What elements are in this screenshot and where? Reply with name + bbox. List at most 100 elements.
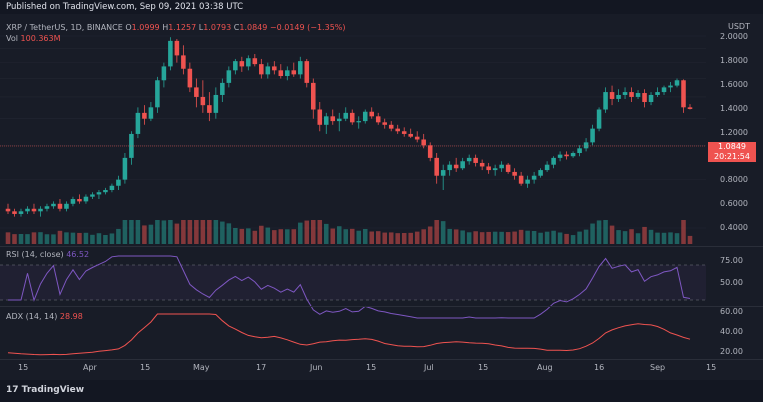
volume-bar	[518, 229, 524, 244]
pane-separator[interactable]	[0, 246, 763, 247]
volume-bar	[512, 231, 517, 244]
candle-body	[492, 168, 498, 171]
volume-bar	[200, 220, 206, 244]
volume-bar	[265, 227, 271, 244]
volume-bar	[505, 232, 511, 244]
volume-bar	[226, 223, 232, 244]
volume-bar	[629, 229, 634, 244]
candle-body	[252, 58, 258, 65]
price-tick: 0.4000	[720, 223, 748, 232]
candle-body	[408, 133, 413, 137]
candle-body	[655, 92, 660, 95]
candle-body	[648, 94, 654, 103]
volume-bar	[577, 231, 582, 244]
open-value: 1.0999	[131, 23, 160, 32]
volume-bar	[362, 228, 368, 244]
time-tick: 16	[594, 363, 605, 372]
symbol-name[interactable]: XRP / TetherUS, 1D, BINANCE	[6, 23, 123, 32]
rsi-value: 46.52	[66, 250, 90, 259]
candle-body	[116, 179, 121, 186]
candle-body	[460, 161, 465, 169]
candle-body	[57, 203, 63, 209]
volume-bar	[564, 233, 569, 244]
candle-body	[642, 93, 647, 103]
volume-bar	[285, 229, 290, 244]
candle-body	[233, 61, 238, 71]
volume-bar	[603, 220, 608, 244]
candle-body	[194, 87, 199, 97]
volume-bar	[57, 230, 63, 244]
volume-bar	[401, 233, 407, 244]
adx-line	[7, 313, 691, 356]
candle-body	[291, 70, 297, 75]
time-tick: Sep	[650, 363, 666, 372]
volume-bar	[323, 223, 329, 244]
volume-bar	[427, 226, 433, 244]
volume-bar	[148, 224, 154, 244]
volume-bar	[129, 220, 134, 244]
candle-body	[168, 40, 173, 67]
adx-tick: 60.00	[720, 307, 743, 316]
volume-bar	[343, 229, 349, 244]
volume-bar	[557, 232, 563, 244]
volume-legend: Vol 100.363M	[6, 34, 61, 43]
volume-bar	[90, 234, 95, 244]
candle-body	[323, 116, 329, 125]
volume-bar	[687, 235, 693, 244]
time-tick: 15	[478, 363, 489, 372]
candle-body	[265, 66, 271, 75]
candle-body	[330, 116, 336, 122]
volume-bar	[590, 223, 595, 244]
candle-body	[31, 208, 37, 212]
volume-bar	[122, 220, 128, 244]
candle-body	[382, 122, 387, 125]
candle-body	[64, 203, 69, 209]
volume-bar	[609, 225, 615, 244]
volume-bar	[77, 232, 82, 244]
volume-bar	[622, 231, 628, 244]
volume-bar	[233, 228, 238, 244]
price-legend: XRP / TetherUS, 1D, BINANCE O1.0999 H1.1…	[6, 23, 346, 32]
candle-body	[207, 105, 212, 113]
rsi-legend[interactable]: RSI (14, close) 46.52	[6, 250, 90, 259]
price-tick: 0.8000	[720, 175, 748, 184]
last-price-tag: 1.0849	[708, 142, 756, 152]
tradingview-logo[interactable]: 17 TradingView	[6, 385, 85, 395]
time-tick: 17	[256, 363, 267, 372]
candle-body	[518, 175, 524, 184]
candle-body	[590, 128, 595, 143]
volume-bar	[291, 229, 297, 244]
time-tick: Jun	[310, 363, 323, 372]
volume-bar	[18, 234, 24, 244]
time-tick: Aug	[537, 363, 553, 372]
price-tick: 1.6000	[720, 80, 748, 89]
volume-bar	[70, 232, 76, 244]
pane-separator[interactable]	[0, 306, 763, 307]
candle-body	[629, 92, 634, 97]
volume-bar	[453, 229, 459, 244]
volume-bar	[174, 223, 180, 244]
volume-bar	[479, 232, 485, 244]
volume-bar	[51, 234, 56, 244]
volume-bar	[142, 225, 147, 244]
time-tick: 15	[140, 363, 151, 372]
price-tick: 1.8000	[720, 56, 748, 65]
volume-bar	[531, 231, 537, 244]
adx-legend[interactable]: ADX (14, 14) 28.98	[6, 312, 83, 321]
candle-body	[375, 116, 381, 123]
rsi-line	[8, 255, 691, 319]
price-tick: 1.4000	[720, 104, 748, 113]
volume-bar	[570, 235, 576, 244]
volume-bar	[382, 232, 387, 244]
volume-bar	[583, 229, 589, 244]
candle-body	[285, 70, 290, 77]
candle-body	[317, 109, 323, 125]
volume-bar	[116, 228, 121, 244]
candle-body	[681, 80, 686, 108]
candle-body	[538, 170, 543, 176]
time-tick: Jul	[424, 363, 434, 372]
volume-bar	[668, 232, 673, 244]
volume-bar	[414, 231, 420, 244]
volume-bar	[311, 220, 316, 244]
